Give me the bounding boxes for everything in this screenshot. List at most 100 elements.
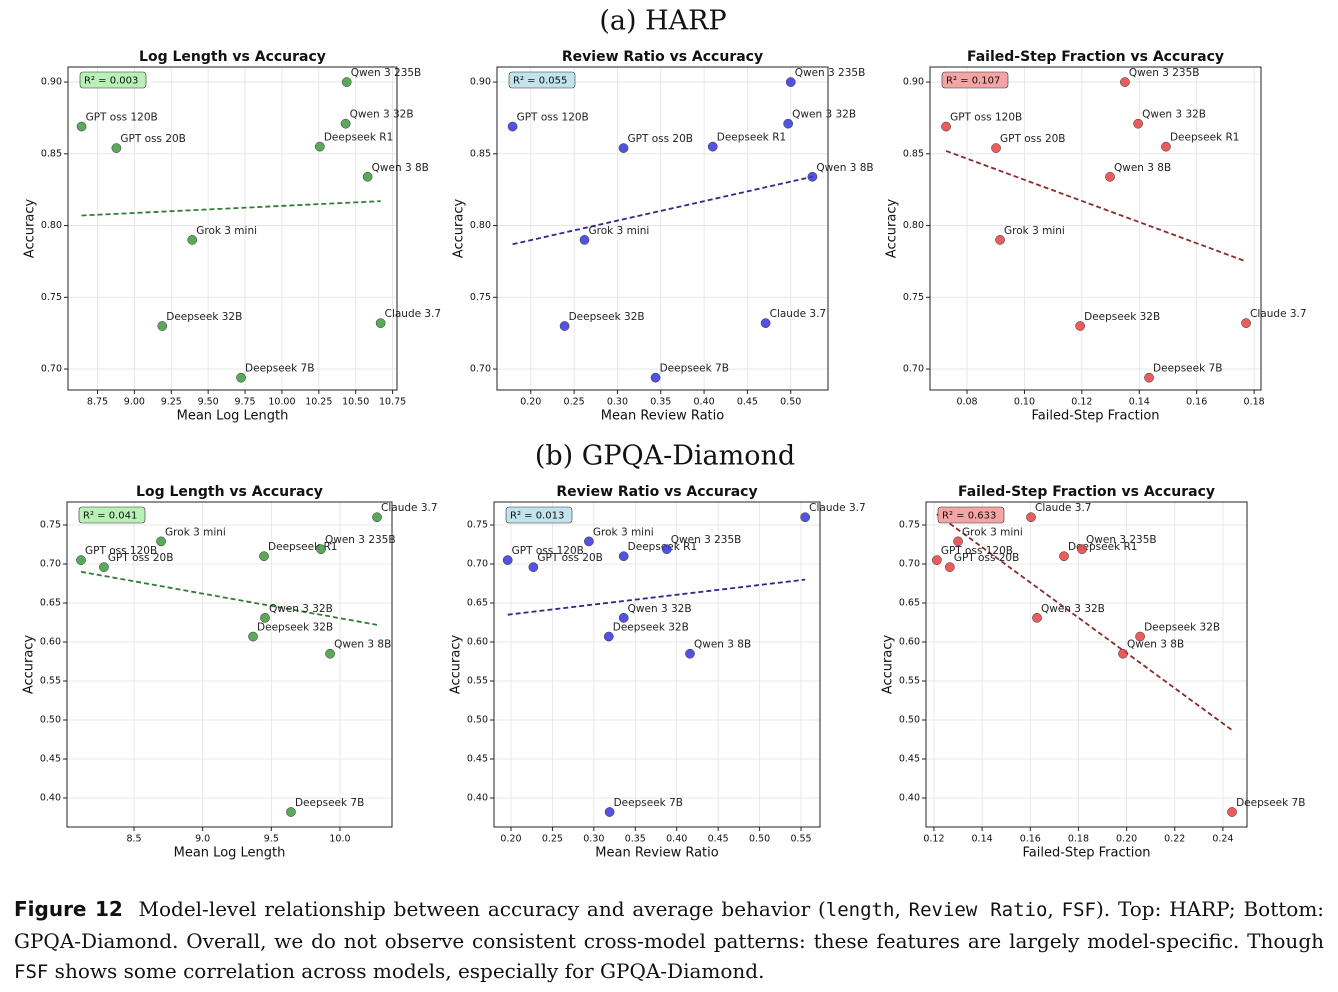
y-tick-label: 0.85 — [903, 148, 924, 159]
point-label: Qwen 3 32B — [269, 603, 333, 615]
annotation: R² = 0.107 — [946, 76, 1000, 87]
caption-code: Review Ratio — [908, 899, 1048, 921]
x-tick-label: 0.14 — [1129, 397, 1150, 408]
x-tick-label: 0.18 — [1068, 834, 1089, 845]
point-label: Deepseek 7B — [245, 363, 314, 375]
point-label: Qwen 3 8B — [372, 162, 429, 174]
chart-title: Review Ratio vs Accuracy — [562, 49, 763, 65]
point-label: Qwen 3 8B — [816, 162, 873, 174]
point-label: Grok 3 mini — [589, 225, 650, 237]
x-tick-label: 0.30 — [583, 834, 604, 845]
data-point — [502, 555, 513, 565]
annotation: R² = 0.041 — [83, 511, 137, 522]
x-tick-label: 0.12 — [1071, 397, 1092, 408]
point-label: Claude 3.7 — [1035, 502, 1092, 514]
point-label: Qwen 3 8B — [1114, 162, 1171, 174]
annotation-box — [78, 506, 146, 524]
x-tick-label: 0.22 — [1164, 834, 1185, 845]
data-point — [953, 536, 963, 547]
x-tick-label: 0.12 — [923, 834, 944, 845]
caption-text: Model-level relationship between accurac… — [138, 897, 826, 921]
data-point — [559, 321, 570, 331]
data-point — [1144, 372, 1154, 383]
data-point — [156, 536, 166, 547]
data-point — [259, 551, 269, 562]
caption: Figure 12 Model-level relationship betwe… — [14, 894, 1324, 988]
data-point — [1135, 631, 1145, 642]
point-label: GPT oss 20B — [1000, 133, 1066, 145]
y-tick-label: 0.70 — [41, 364, 62, 375]
x-tick-label: 9.75 — [234, 397, 255, 408]
x-tick-label: 10.25 — [305, 397, 332, 408]
point-label: Claude 3.7 — [381, 502, 438, 514]
point-label: Grok 3 mini — [962, 526, 1023, 538]
data-point — [316, 544, 326, 555]
data-point — [260, 612, 270, 623]
x-tick-label: 0.25 — [564, 397, 585, 408]
x-tick-label: 10.50 — [342, 397, 369, 408]
x-tick-label: 9.25 — [161, 397, 182, 408]
caption-text: shows some correlation across models, es… — [48, 959, 765, 983]
data-point — [157, 321, 168, 331]
data-point — [1026, 512, 1036, 523]
data-point — [187, 235, 198, 245]
x-tick-label: 0.35 — [625, 834, 646, 845]
point-label: Qwen 3 32B — [1041, 603, 1105, 615]
y-tick-label: 0.50 — [467, 714, 488, 725]
y-tick-label: 0.55 — [467, 675, 488, 686]
y-axis-label: Accuracy — [885, 199, 900, 259]
x-tick-label: 0.35 — [650, 397, 671, 408]
x-tick-label: 0.14 — [972, 834, 993, 845]
y-axis-label: Accuracy — [449, 635, 464, 695]
y-tick-label: 0.65 — [467, 598, 488, 609]
y-tick-label: 0.45 — [899, 753, 920, 764]
data-point — [1227, 807, 1237, 817]
chart-title: Failed-Step Fraction vs Accuracy — [958, 484, 1215, 500]
data-point — [111, 143, 122, 153]
data-point — [807, 171, 818, 182]
data-point — [618, 143, 629, 153]
plot-frame — [67, 66, 398, 391]
y-tick-label: 0.75 — [470, 292, 491, 303]
data-point — [785, 77, 796, 87]
point-label: Grok 3 mini — [593, 526, 654, 538]
annotation-box — [937, 506, 1005, 524]
y-axis-label: Accuracy — [452, 199, 467, 259]
data-point — [661, 544, 672, 555]
x-tick-label: 10.00 — [268, 397, 295, 408]
data-point — [944, 562, 955, 572]
annotation: R² = 0.633 — [942, 511, 996, 522]
section-title: (a) HARP — [599, 6, 726, 37]
point-label: Grok 3 mini — [1004, 225, 1065, 237]
x-tick-label: 9.5 — [264, 834, 279, 845]
data-point — [76, 555, 86, 565]
plot-frame — [493, 501, 821, 828]
x-tick-label: 0.16 — [1186, 397, 1207, 408]
point-label: Qwen 3 8B — [334, 639, 391, 651]
point-label: Qwen 3 235B — [1129, 67, 1200, 79]
plot-frame — [925, 501, 1248, 828]
point-label: Qwen 3 235B — [795, 67, 866, 79]
point-label: Claude 3.7 — [385, 308, 442, 320]
caption-text: ). Top: HARP; Bottom: GPQA-Diamond. Over… — [14, 897, 1325, 953]
point-label: Claude 3.7 — [809, 502, 866, 514]
data-point — [1161, 141, 1171, 152]
data-point — [1032, 612, 1042, 623]
y-tick-label: 0.90 — [470, 77, 491, 88]
annotation: R² = 0.055 — [513, 76, 567, 87]
point-label: Deepseek 32B — [1084, 311, 1160, 323]
data-point — [76, 121, 87, 132]
plot-frame — [929, 66, 1262, 391]
data-point — [604, 807, 615, 817]
y-tick-label: 0.80 — [903, 220, 924, 231]
point-label: GPT oss 20B — [537, 552, 603, 564]
y-tick-label: 0.60 — [467, 636, 488, 647]
x-tick-label: 0.40 — [666, 834, 687, 845]
trend-line — [936, 513, 1233, 731]
point-label: GPT oss 20B — [628, 133, 694, 145]
y-tick-label: 0.55 — [899, 675, 920, 686]
annotation-box — [508, 71, 576, 89]
y-tick-label: 0.45 — [467, 753, 488, 764]
data-point — [1105, 171, 1115, 182]
y-tick-label: 0.65 — [899, 598, 920, 609]
